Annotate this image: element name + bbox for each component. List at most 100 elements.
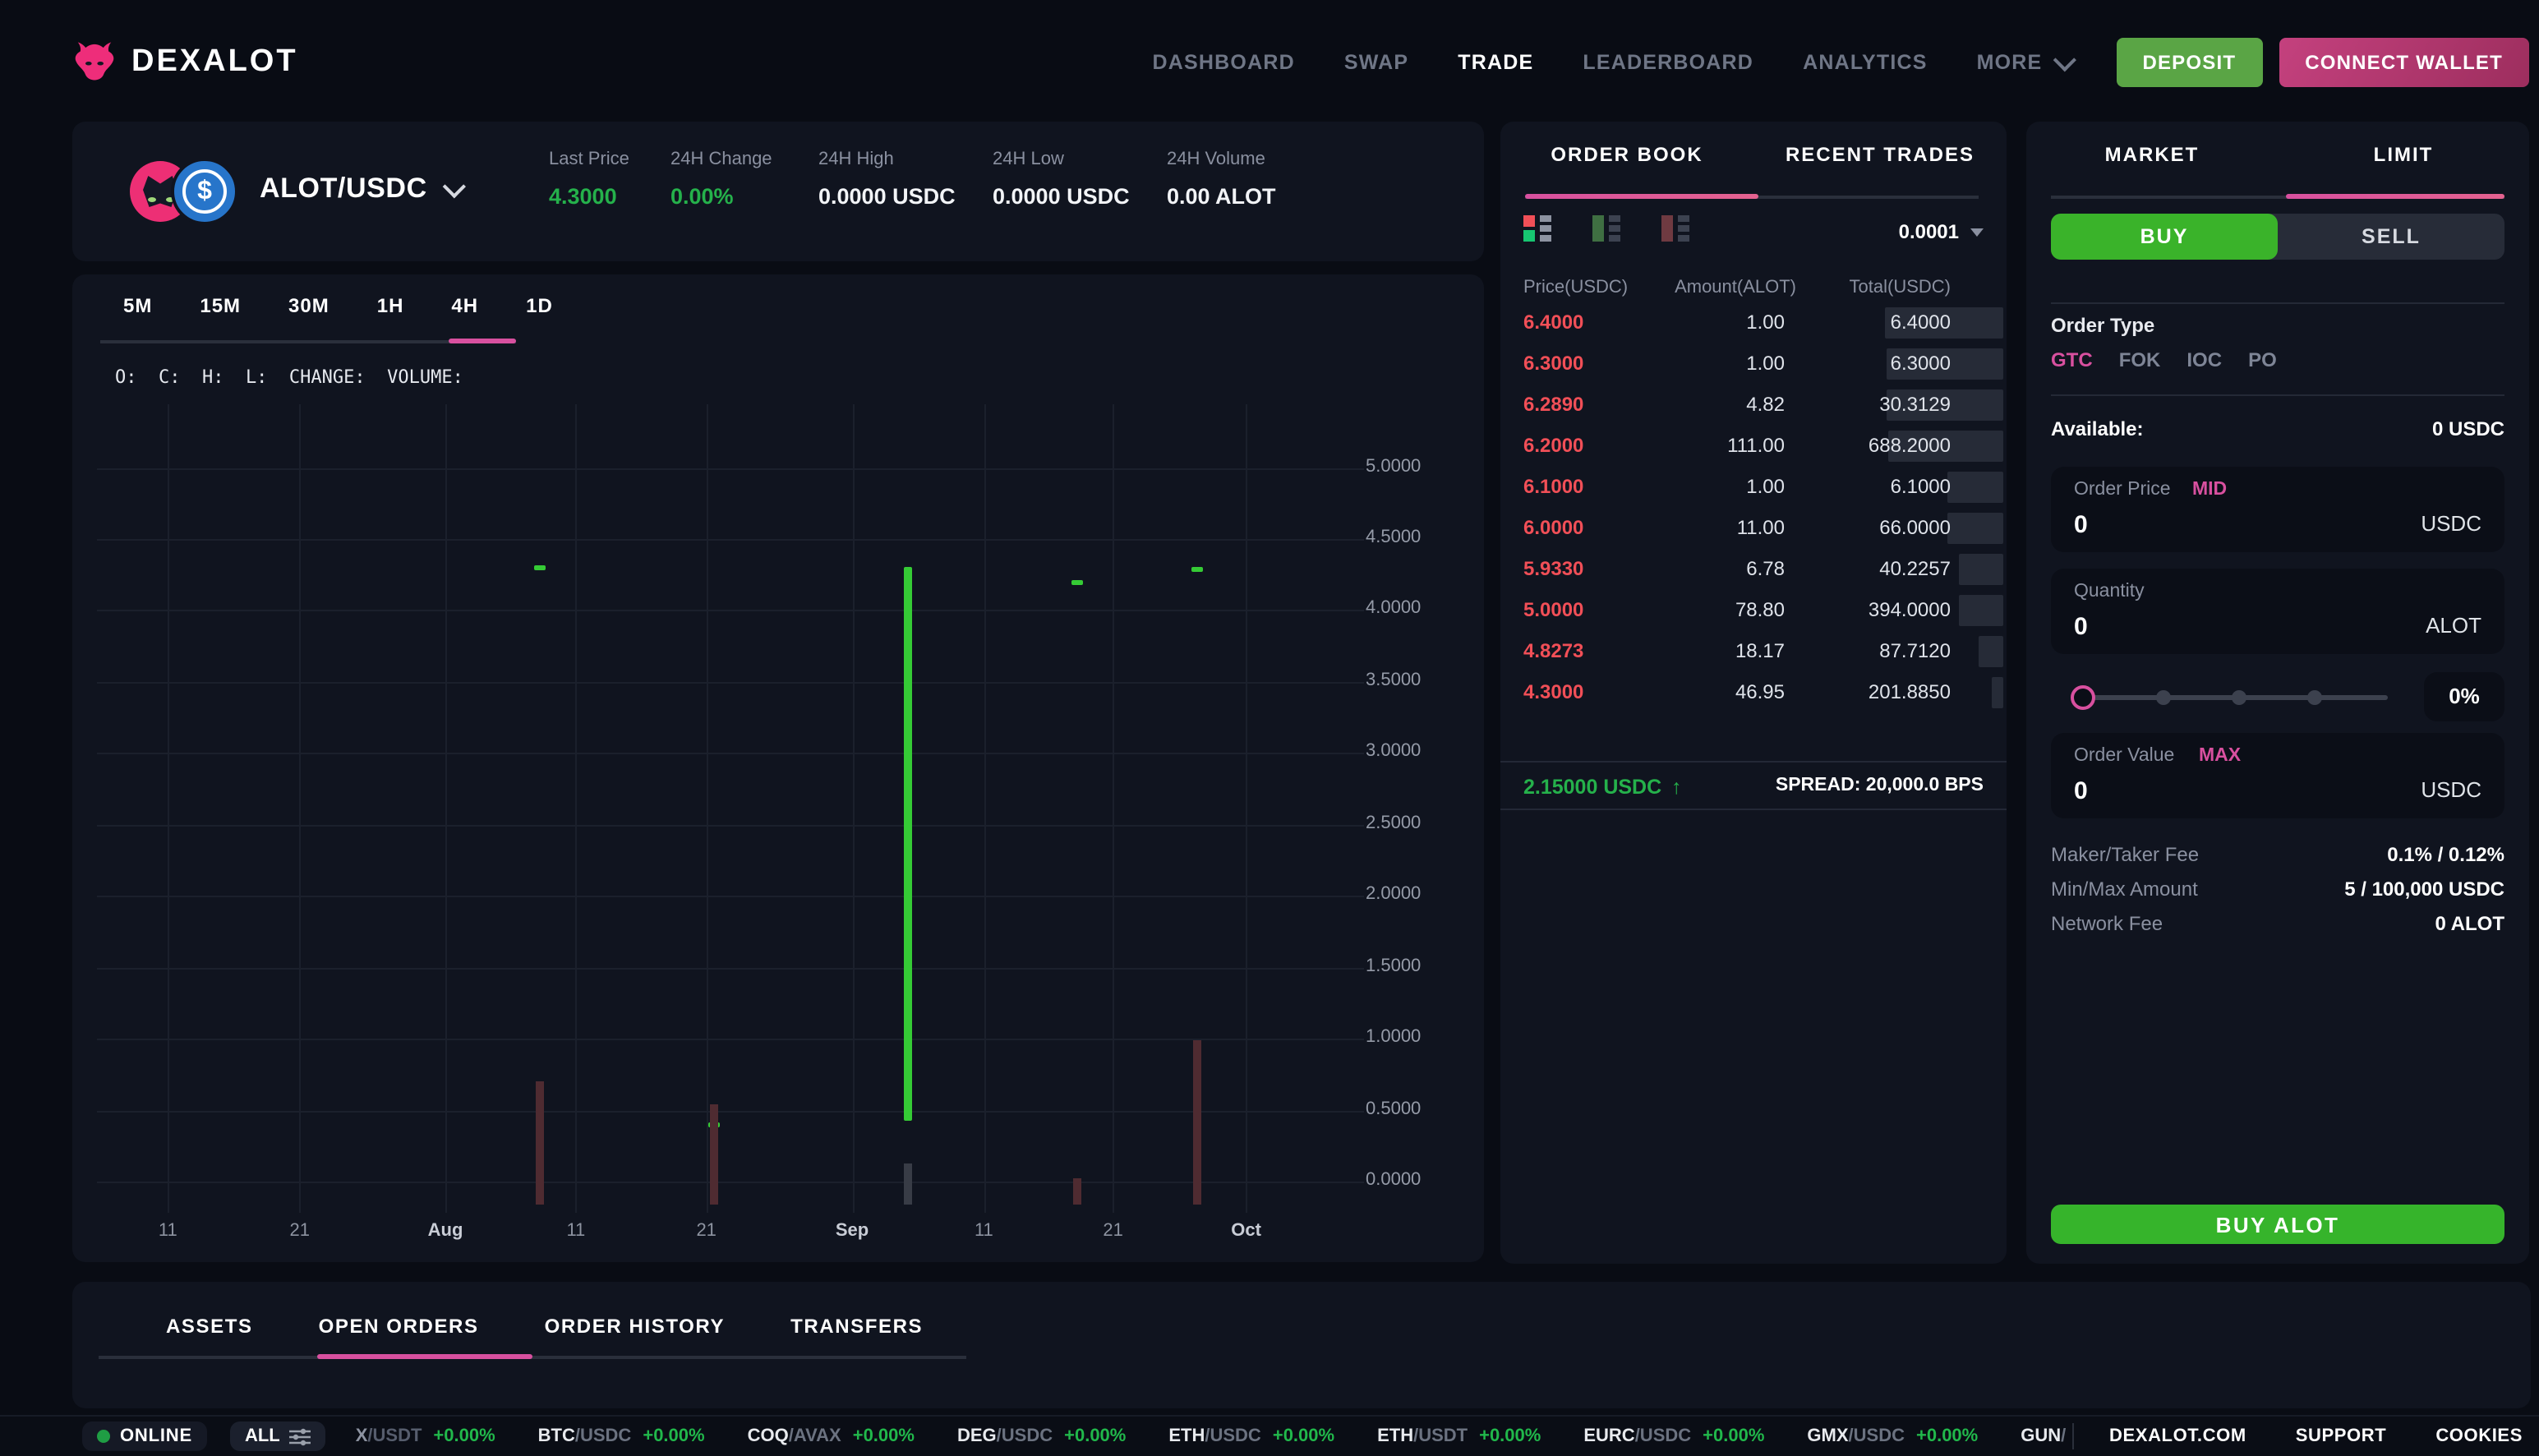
ticker-base: GMX — [1807, 1426, 1849, 1446]
book-both-icon[interactable] — [1523, 215, 1551, 243]
tab-open-orders[interactable]: OPEN ORDERS — [318, 1315, 479, 1338]
ask-amount: 11.00 — [1736, 516, 1785, 539]
x-axis-label: 21 — [289, 1221, 310, 1241]
ticker-pair[interactable]: EURC/USDC +0.00% — [1583, 1426, 1764, 1446]
y-axis-label: 3.0000 — [1366, 741, 1422, 762]
book-sells-icon[interactable] — [1661, 215, 1689, 243]
fee-label: Maker/Taker Fee — [2051, 843, 2200, 866]
tab-order-history[interactable]: ORDER HISTORY — [544, 1315, 726, 1338]
depth-bar — [1978, 636, 2003, 667]
book-buys-icon[interactable] — [1592, 215, 1620, 243]
ask-row[interactable]: 4.8273 18.17 87.7120 — [1500, 631, 2007, 672]
ask-total: 40.2257 — [1879, 557, 1951, 580]
grid-line — [97, 967, 1364, 970]
ticker-quote: /USDC — [1848, 1426, 1905, 1446]
slider-handle[interactable] — [2071, 685, 2095, 710]
precision-dropdown[interactable]: 0.0001 — [1899, 220, 1984, 243]
tab-order-book[interactable]: ORDER BOOK — [1551, 143, 1703, 166]
quantity-input[interactable]: 0 — [2074, 613, 2088, 641]
ask-row[interactable]: 6.1000 1.00 6.1000 — [1500, 467, 2007, 508]
slider-step-dot[interactable] — [2156, 690, 2171, 705]
sell-column — [1661, 215, 1673, 242]
ticker-filter[interactable]: ALL — [229, 1421, 326, 1451]
ticker-pair[interactable]: DEG/USDC +0.00% — [957, 1426, 1126, 1446]
footer-link-support[interactable]: SUPPORT — [2295, 1426, 2387, 1446]
usdc-dollar-glyph: $ — [182, 169, 227, 214]
order-type-fok[interactable]: FOK — [2118, 348, 2161, 371]
timeframe-30m[interactable]: 30M — [288, 294, 329, 317]
ticker-pair[interactable]: COQ/AVAX +0.00% — [748, 1426, 915, 1446]
nav-link-leaderboard[interactable]: LEADERBOARD — [1583, 50, 1754, 73]
dexalot-logo-icon — [75, 42, 114, 81]
connect-wallet-button[interactable]: CONNECT WALLET — [2279, 37, 2529, 86]
slider-step-dot[interactable] — [2232, 690, 2246, 705]
footer-link-dexalot-com[interactable]: DEXALOT.COM — [2109, 1426, 2246, 1446]
y-axis-label: 0.5000 — [1366, 1099, 1422, 1119]
order-type-ioc[interactable]: IOC — [2186, 348, 2223, 371]
stat-label: Last Price — [549, 150, 629, 169]
ticker-pair[interactable]: ETH/USDC +0.00% — [1168, 1426, 1334, 1446]
ask-row[interactable]: 5.9330 6.78 40.2257 — [1500, 549, 2007, 590]
y-axis-label: 0.0000 — [1366, 1170, 1422, 1190]
depth-bar — [1886, 348, 2003, 380]
brand-name: DEXALOT — [131, 44, 298, 78]
ask-price: 6.1000 — [1523, 475, 1584, 498]
mid-tag[interactable]: MID — [2192, 480, 2228, 500]
sell-side-button[interactable]: SELL — [2362, 225, 2421, 248]
pair-selector[interactable]: ALOT/USDC — [260, 173, 466, 205]
tab-limit[interactable]: LIMIT — [2373, 143, 2434, 166]
ticker-pair[interactable]: GUN/USDC+0.00% — [2021, 1426, 2065, 1446]
ticker-pair[interactable]: X/USDT +0.00% — [356, 1426, 495, 1446]
order-value-input[interactable]: 0 — [2074, 777, 2088, 805]
ticker-pair[interactable]: BTC/USDC +0.00% — [538, 1426, 705, 1446]
ticker-quote: /AVAX — [788, 1426, 841, 1446]
footer-link-cookies[interactable]: COOKIES — [2435, 1426, 2523, 1446]
tab-market[interactable]: MARKET — [2104, 143, 2200, 166]
slider-step-dot[interactable] — [2307, 690, 2322, 705]
order-type-po[interactable]: PO — [2248, 348, 2277, 371]
buy-sell-toggle: BUY SELL — [2051, 214, 2504, 260]
order-price-field[interactable]: Order Price MID 0 USDC — [2051, 467, 2504, 552]
quantity-field[interactable]: Quantity 0 ALOT — [2051, 569, 2504, 654]
tab-assets[interactable]: ASSETS — [166, 1315, 253, 1338]
nav-link-trade[interactable]: TRADE — [1458, 50, 1534, 73]
ticker-pair[interactable]: GMX/USDC +0.00% — [1807, 1426, 1978, 1446]
timeframe-4h[interactable]: 4H — [451, 294, 479, 317]
online-dot-icon — [97, 1430, 110, 1443]
ticker-pair[interactable]: ETH/USDT +0.00% — [1377, 1426, 1541, 1446]
ask-row[interactable]: 6.3000 1.00 6.3000 — [1500, 343, 2007, 385]
order-value-field[interactable]: Order Value MAX 0 USDC — [2051, 733, 2504, 818]
nav-link-swap[interactable]: SWAP — [1343, 50, 1409, 73]
ask-row[interactable]: 6.0000 11.00 66.0000 — [1500, 508, 2007, 549]
max-tag[interactable]: MAX — [2199, 746, 2242, 766]
spread-value: SPREAD: 20,000.0 BPS — [1775, 776, 1984, 795]
ask-amount: 78.80 — [1735, 598, 1785, 621]
timeframe-15m[interactable]: 15M — [200, 294, 242, 317]
ticker-change: +0.00% — [1916, 1426, 1979, 1446]
order-type-gtc[interactable]: GTC — [2051, 348, 2093, 371]
nav-link-analytics[interactable]: ANALYTICS — [1803, 50, 1928, 73]
deposit-button[interactable]: DEPOSIT — [2116, 37, 2263, 86]
ask-row[interactable]: 6.4000 1.00 6.4000 — [1500, 302, 2007, 343]
ask-row[interactable]: 4.3000 46.95 201.8850 — [1500, 672, 2007, 713]
timeframe-5m[interactable]: 5M — [123, 294, 153, 317]
ask-row[interactable]: 6.2000 111.00 688.2000 — [1500, 426, 2007, 467]
timeframe-1h[interactable]: 1H — [376, 294, 404, 317]
ask-row[interactable]: 6.2890 4.82 30.3129 — [1500, 385, 2007, 426]
tab-recent-trades[interactable]: RECENT TRADES — [1785, 143, 1975, 166]
timeframe-1d[interactable]: 1D — [526, 294, 553, 317]
nav-more[interactable]: MORE — [1977, 48, 2076, 73]
depth-bar — [1888, 431, 2003, 462]
volume-bar — [1073, 1178, 1082, 1205]
stat-value: 0.00 ALOT — [1167, 184, 1276, 209]
brand[interactable]: DEXALOT — [72, 39, 298, 84]
fee-value: 5 / 100,000 USDC — [2344, 878, 2504, 901]
ask-row[interactable]: 5.0000 78.80 394.0000 — [1500, 590, 2007, 631]
slider-track[interactable] — [2085, 690, 2388, 705]
y-axis-label: 4.0000 — [1366, 598, 1422, 619]
nav-link-dashboard[interactable]: DASHBOARD — [1152, 50, 1295, 73]
buy-alot-button[interactable]: BUY ALOT — [2051, 1205, 2504, 1244]
order-price-input[interactable]: 0 — [2074, 511, 2088, 539]
tab-transfers[interactable]: TRANSFERS — [790, 1315, 924, 1338]
buy-side-button[interactable]: BUY — [2051, 214, 2278, 260]
